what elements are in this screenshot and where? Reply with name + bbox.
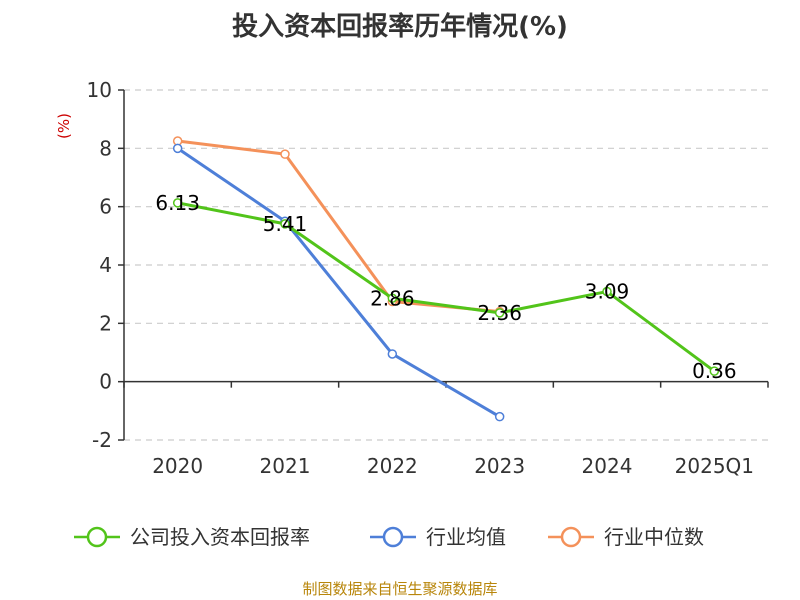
data-label: 3.09 <box>585 280 630 304</box>
y-tick-label: 8 <box>99 136 112 160</box>
data-label: 0.36 <box>692 359 737 383</box>
data-point <box>494 411 505 422</box>
data-point <box>602 286 612 297</box>
legend-marker <box>382 526 404 548</box>
data-point <box>387 349 398 359</box>
x-tick-label: 2021 <box>260 454 311 478</box>
legend-label: 行业中位数 <box>604 525 704 549</box>
axes: -2 0 2 4 6 8 10 2020 2021 2022 2023 2024 2025Q1 <box>87 78 769 478</box>
chart-title: 投入资本回报率历年情况(%) <box>232 12 568 42</box>
y-tick-label: 10 <box>87 78 112 102</box>
data-label: 5.41 <box>263 212 308 236</box>
y-tick-label: -2 <box>92 428 112 452</box>
data-label: 6.13 <box>155 191 200 215</box>
y-tick-label: 2 <box>99 311 112 335</box>
data-label: 2.86 <box>370 286 415 310</box>
legend: 公司投入资本回报率 行业均值 行业中位数 <box>74 525 704 549</box>
legend-label: 行业均值 <box>426 525 506 549</box>
x-tick-label: 2025Q1 <box>675 454 754 478</box>
data-point <box>280 149 290 159</box>
data-point <box>172 143 183 154</box>
data-label: 2.36 <box>477 301 522 325</box>
data-labels: 6.13 5.41 2.86 2.36 3.09 0.36 <box>155 191 736 383</box>
data-point <box>172 198 183 208</box>
legend-marker <box>86 526 108 548</box>
data-point <box>709 366 720 376</box>
source-note: 制图数据来自恒生聚源数据库 <box>302 580 498 598</box>
data-point <box>387 293 398 303</box>
y-axis-unit-label: (%) <box>55 113 73 139</box>
x-tick-label: 2024 <box>582 454 633 478</box>
x-tick-label: 2022 <box>367 454 418 478</box>
y-tick-label: 6 <box>99 195 112 219</box>
legend-label: 公司投入资本回报率 <box>130 525 310 549</box>
y-tick-label: 4 <box>99 253 112 277</box>
series-lines <box>172 136 720 422</box>
series-line <box>177 201 716 373</box>
x-tick-label: 2020 <box>152 454 203 478</box>
grid-lines <box>124 89 768 441</box>
y-tick-label: 0 <box>99 370 112 394</box>
legend-marker <box>560 526 582 548</box>
series-line <box>176 147 501 418</box>
data-point <box>494 308 505 318</box>
data-point <box>280 219 290 229</box>
x-tick-label: 2023 <box>474 454 525 478</box>
